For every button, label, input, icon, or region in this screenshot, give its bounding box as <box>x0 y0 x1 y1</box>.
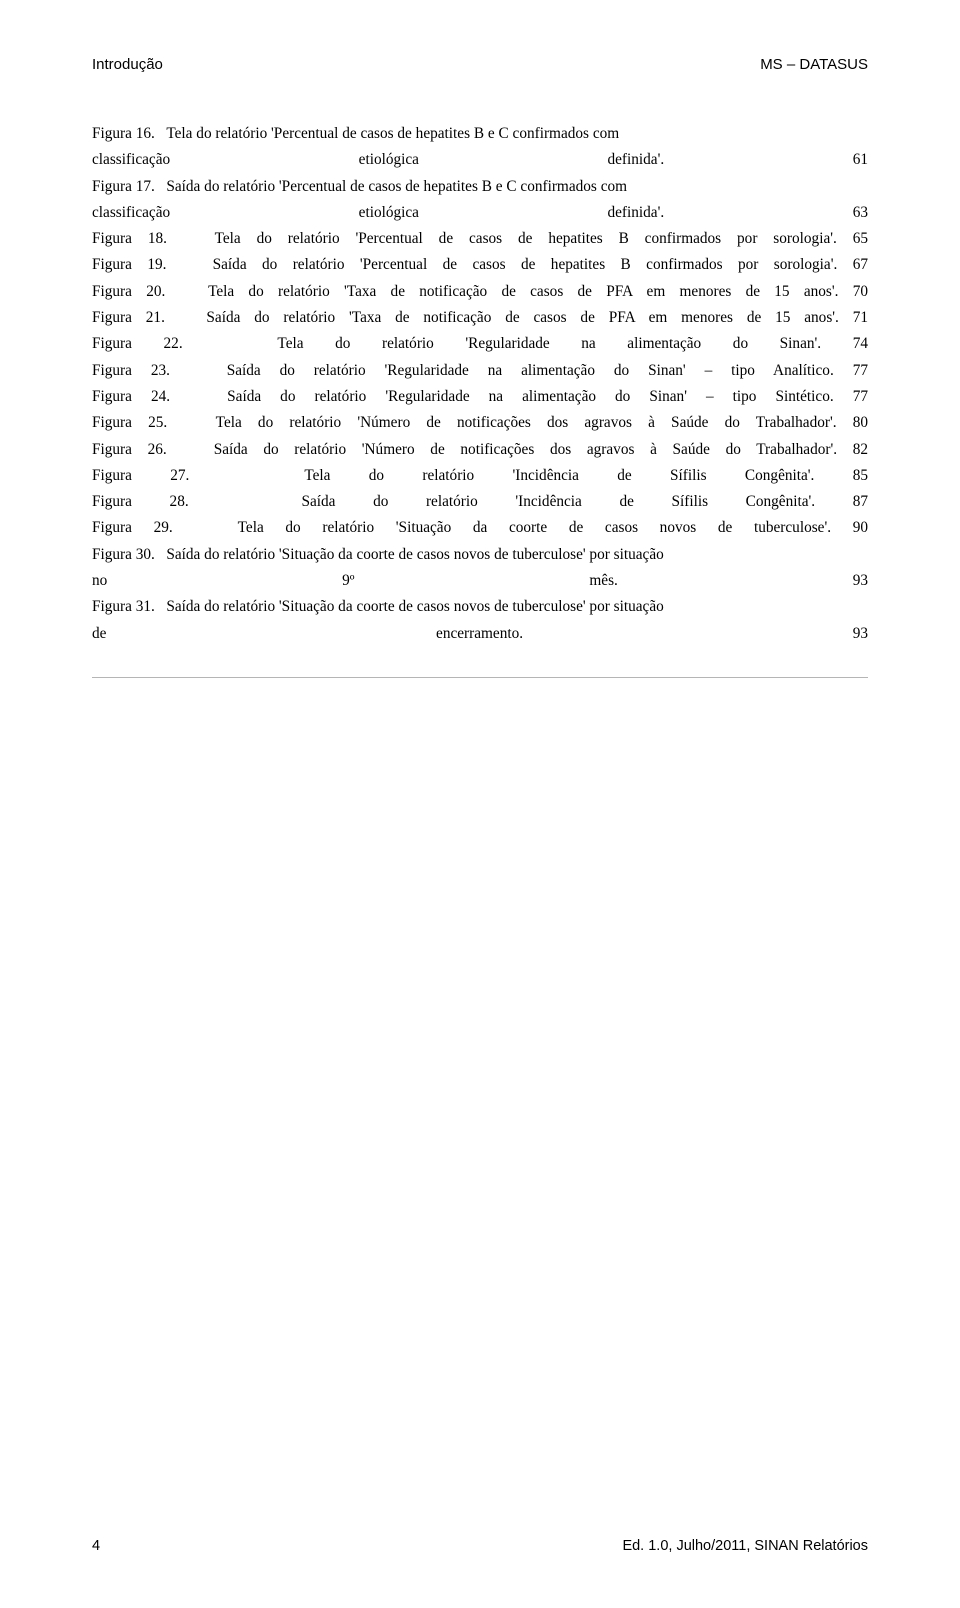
figure-page: 77 <box>853 362 868 379</box>
page-header: Introdução MS – DATASUS <box>92 56 868 73</box>
figure-number: Figura 17. <box>92 178 155 195</box>
figure-title: Tela do relatório 'Taxa de notificação d… <box>165 283 838 300</box>
figure-title: Saída do relatório 'Situação da coorte d… <box>155 598 664 615</box>
figure-title: Saída do relatório 'Percentual de casos … <box>166 256 837 273</box>
figure-number: Figura 23. <box>92 362 170 379</box>
figure-entry-line: classificação etiológica definida'. 63 <box>92 200 868 226</box>
figure-title: Tela do relatório 'Percentual de casos d… <box>167 230 837 247</box>
footer-page-number: 4 <box>92 1538 100 1554</box>
figure-entry: Figura 23. Saída do relatório 'Regularid… <box>92 358 868 384</box>
figure-entry: Figura 31. Saída do relatório 'Situação … <box>92 594 868 647</box>
figure-entry: Figura 20. Tela do relatório 'Taxa de no… <box>92 279 868 305</box>
figure-page: 67 <box>853 256 868 273</box>
figure-page: 77 <box>853 388 868 405</box>
figure-title: Saída do relatório 'Incidência de Sífili… <box>189 493 815 510</box>
figure-number: Figura 21. <box>92 309 165 326</box>
divider-line <box>92 677 868 678</box>
figure-number: Figura 26. <box>92 441 167 458</box>
page: Introdução MS – DATASUS Figura 16. Tela … <box>0 0 960 1608</box>
figure-title-cont: classificação etiológica definida'. <box>92 204 664 221</box>
figure-number: Figura 27. <box>92 467 189 484</box>
figure-title: Tela do relatório 'Regularidade na alime… <box>183 335 821 352</box>
figure-entry-line: Figura 16. Tela do relatório 'Percentual… <box>92 121 868 147</box>
figure-entry: Figura 18. Tela do relatório 'Percentual… <box>92 226 868 252</box>
figure-number: Figura 16. <box>92 125 155 142</box>
figure-list: Figura 16. Tela do relatório 'Percentual… <box>92 121 868 647</box>
figure-entry: Figura 26. Saída do relatório 'Número de… <box>92 437 868 463</box>
figure-title: Tela do relatório 'Percentual de casos d… <box>155 125 619 142</box>
figure-title: Saída do relatório 'Regularidade na alim… <box>170 362 834 379</box>
figure-title: Saída do relatório 'Situação da coorte d… <box>155 546 664 563</box>
figure-title: Saída do relatório 'Número de notificaçõ… <box>167 441 837 458</box>
figure-page: 80 <box>853 414 868 431</box>
figure-number: Figura 24. <box>92 388 170 405</box>
figure-number: Figura 29. <box>92 519 173 536</box>
figure-page: 93 <box>853 572 868 589</box>
figure-page: 71 <box>853 309 868 326</box>
figure-number: Figura 28. <box>92 493 189 510</box>
figure-title: Tela do relatório 'Incidência de Sífilis… <box>189 467 814 484</box>
figure-entry: Figura 21. Saída do relatório 'Taxa de n… <box>92 305 868 331</box>
figure-entry: Figura 25. Tela do relatório 'Número de … <box>92 410 868 436</box>
figure-page: 90 <box>853 519 868 536</box>
figure-page: 87 <box>853 493 868 510</box>
figure-number: Figura 18. <box>92 230 167 247</box>
figure-page: 93 <box>853 625 868 642</box>
figure-entry: Figura 28. Saída do relatório 'Incidênci… <box>92 489 868 515</box>
footer-edition: Ed. 1.0, Julho/2011, SINAN Relatórios <box>622 1538 868 1554</box>
figure-title: Saída do relatório 'Percentual de casos … <box>155 178 627 195</box>
figure-entry-line: classificação etiológica definida'. 61 <box>92 147 868 173</box>
figure-page: 61 <box>853 151 868 168</box>
figure-title-cont: classificação etiológica definida'. <box>92 151 664 168</box>
header-right: MS – DATASUS <box>760 56 868 73</box>
figure-title: Saída do relatório 'Taxa de notificação … <box>165 309 839 326</box>
figure-page: 65 <box>853 230 868 247</box>
figure-number: Figura 22. <box>92 335 183 352</box>
figure-entry: Figura 30. Saída do relatório 'Situação … <box>92 542 868 595</box>
figure-entry-line: Figura 31. Saída do relatório 'Situação … <box>92 594 868 620</box>
figure-entry-line: Figura 30. Saída do relatório 'Situação … <box>92 542 868 568</box>
figure-title-cont: no 9º mês. <box>92 572 618 589</box>
figure-page: 74 <box>853 335 868 352</box>
figure-page: 63 <box>853 204 868 221</box>
figure-entry-line: Figura 17. Saída do relatório 'Percentua… <box>92 174 868 200</box>
figure-entry: Figura 22. Tela do relatório 'Regularida… <box>92 331 868 357</box>
figure-entry: Figura 29. Tela do relatório 'Situação d… <box>92 515 868 541</box>
figure-title: Tela do relatório 'Situação da coorte de… <box>173 519 831 536</box>
figure-title: Tela do relatório 'Número de notificaçõe… <box>167 414 836 431</box>
figure-title-cont: de encerramento. <box>92 625 523 642</box>
figure-entry: Figura 16. Tela do relatório 'Percentual… <box>92 121 868 174</box>
figure-number: Figura 25. <box>92 414 167 431</box>
header-left: Introdução <box>92 56 163 73</box>
figure-entry: Figura 27. Tela do relatório 'Incidência… <box>92 463 868 489</box>
figure-number: Figura 31. <box>92 598 155 615</box>
figure-page: 70 <box>853 283 868 300</box>
figure-entry-line: de encerramento. 93 <box>92 621 868 647</box>
figure-number: Figura 30. <box>92 546 155 563</box>
figure-title: Saída do relatório 'Regularidade na alim… <box>170 388 834 405</box>
figure-entry: Figura 19. Saída do relatório 'Percentua… <box>92 252 868 278</box>
figure-entry: Figura 17. Saída do relatório 'Percentua… <box>92 174 868 227</box>
figure-page: 85 <box>853 467 868 484</box>
figure-page: 82 <box>853 441 868 458</box>
figure-entry: Figura 24. Saída do relatório 'Regularid… <box>92 384 868 410</box>
figure-number: Figura 20. <box>92 283 165 300</box>
figure-number: Figura 19. <box>92 256 166 273</box>
figure-entry-line: no 9º mês. 93 <box>92 568 868 594</box>
page-footer: 4 Ed. 1.0, Julho/2011, SINAN Relatórios <box>92 1538 868 1554</box>
